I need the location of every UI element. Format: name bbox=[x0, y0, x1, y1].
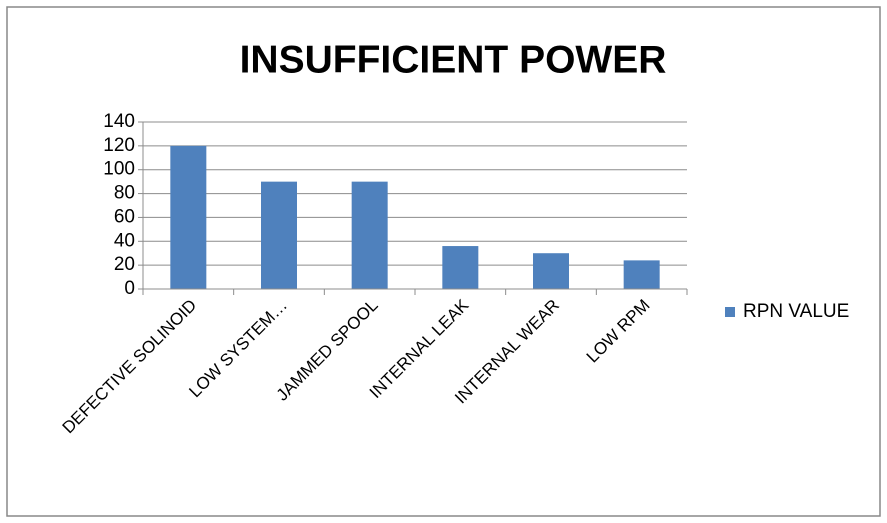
bar bbox=[442, 246, 479, 289]
legend-label: RPN VALUE bbox=[743, 301, 849, 322]
y-tick-label: 40 bbox=[114, 230, 135, 251]
legend-swatch bbox=[725, 307, 735, 317]
y-tick-label: 140 bbox=[103, 111, 135, 132]
y-tick-label: 60 bbox=[114, 206, 135, 227]
y-tick-label: 100 bbox=[103, 159, 135, 180]
chart-title: INSUFFICIENT POWER bbox=[240, 38, 667, 81]
bar bbox=[261, 181, 297, 289]
y-tick-label: 0 bbox=[124, 278, 135, 299]
bar bbox=[170, 145, 207, 289]
y-tick-label: 120 bbox=[103, 135, 135, 156]
bar bbox=[351, 181, 388, 289]
y-tick-label: 20 bbox=[114, 254, 135, 275]
y-tick-label: 80 bbox=[114, 183, 135, 204]
bar bbox=[623, 260, 660, 289]
bar bbox=[533, 253, 569, 289]
